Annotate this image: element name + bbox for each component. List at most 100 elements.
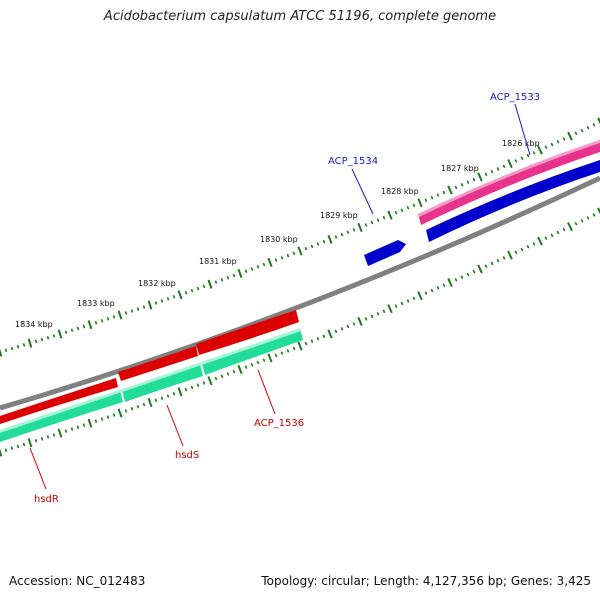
minor-tick (136, 404, 140, 409)
minor-tick (52, 433, 56, 437)
minor-tick (586, 125, 590, 130)
minor-tick (304, 341, 308, 346)
major-tick (57, 428, 63, 438)
minor-tick (112, 315, 116, 319)
minor-tick (112, 413, 116, 417)
minor-tick (592, 213, 596, 217)
minor-tick (544, 145, 548, 150)
major-tick (507, 159, 513, 169)
reverse-gene-highlight (0, 328, 301, 433)
minor-tick (262, 358, 266, 362)
reverse-gene-feature-acp1536 (202, 328, 303, 375)
minor-tick (334, 329, 338, 334)
minor-tick (532, 150, 536, 155)
minor-tick (4, 348, 8, 352)
major-tick (327, 329, 333, 339)
minor-tick (460, 183, 464, 187)
minor-tick (502, 256, 506, 260)
major-tick (177, 290, 183, 300)
minor-tick (64, 429, 68, 433)
minor-tick (232, 273, 236, 278)
minor-tick (370, 314, 374, 319)
minor-tick (286, 349, 290, 353)
minor-tick (520, 247, 524, 252)
minor-tick (466, 272, 470, 277)
major-tick (177, 387, 183, 397)
minor-tick (64, 330, 68, 334)
major-tick (417, 198, 423, 208)
minor-tick (394, 210, 398, 215)
major-tick (57, 329, 63, 339)
minor-tick (280, 351, 284, 355)
minor-tick (526, 244, 530, 249)
minor-tick (226, 276, 230, 280)
minor-tick (196, 286, 200, 291)
minor-tick (490, 261, 494, 266)
minor-tick (424, 198, 428, 203)
minor-tick (166, 394, 170, 398)
minor-tick (574, 221, 578, 226)
minor-tick (406, 206, 410, 210)
major-tick (597, 117, 600, 125)
kbp-label: 1826 kbp (502, 139, 540, 148)
major-tick (297, 246, 303, 256)
minor-tick (412, 203, 416, 208)
minor-tick (400, 301, 404, 306)
map-title: Acidobacterium capsulatum ATCC 51196, co… (103, 9, 497, 24)
minor-tick (382, 309, 386, 314)
major-tick (117, 310, 123, 320)
major-tick (117, 408, 123, 418)
minor-tick (406, 299, 410, 303)
minor-tick (292, 346, 296, 351)
minor-tick (454, 278, 458, 282)
minor-tick (376, 218, 380, 222)
major-tick (87, 320, 93, 330)
minor-tick (40, 337, 44, 342)
reverse-cds-feature-acp1536 (196, 310, 299, 355)
minor-tick (130, 407, 134, 411)
minor-tick (352, 322, 356, 326)
minor-tick (124, 311, 128, 315)
minor-tick (16, 344, 20, 349)
minor-tick (484, 264, 488, 269)
major-tick (207, 279, 213, 289)
minor-tick (226, 372, 230, 376)
minor-tick (364, 317, 368, 321)
kbp-label: 1833 kbp (77, 299, 115, 308)
leader-line (257, 369, 276, 415)
minor-tick (304, 246, 308, 251)
minor-tick (574, 131, 578, 136)
minor-tick (286, 253, 290, 258)
forward-cds-feature-acp1533 (418, 140, 600, 225)
minor-tick (250, 363, 254, 367)
minor-tick (466, 180, 470, 184)
minor-tick (310, 339, 314, 343)
minor-tick (184, 290, 188, 295)
kbp-label: 1834 kbp (15, 320, 53, 329)
minor-tick (256, 360, 260, 365)
leader-line (29, 447, 47, 490)
minor-tick (94, 320, 98, 325)
minor-tick (40, 437, 44, 441)
minor-tick (100, 319, 104, 323)
gene-label-hsdS: hsdS (175, 450, 199, 461)
minor-tick (70, 328, 74, 333)
forward-gene-feature-acp1534 (364, 240, 406, 266)
forward-gene-feature-acp1533 (426, 160, 600, 242)
minor-tick (142, 402, 146, 407)
major-tick (207, 376, 213, 386)
minor-tick (310, 244, 314, 249)
minor-tick (580, 219, 584, 223)
minor-tick (202, 381, 206, 385)
minor-tick (190, 288, 194, 293)
minor-tick (190, 385, 194, 390)
minor-tick (340, 232, 344, 237)
minor-tick (220, 374, 224, 379)
minor-tick (262, 262, 266, 267)
minor-tick (454, 185, 458, 190)
minor-tick (472, 177, 476, 182)
major-tick (87, 418, 93, 428)
gene-label-hsdR: hsdR (34, 494, 59, 505)
minor-tick (10, 346, 14, 351)
